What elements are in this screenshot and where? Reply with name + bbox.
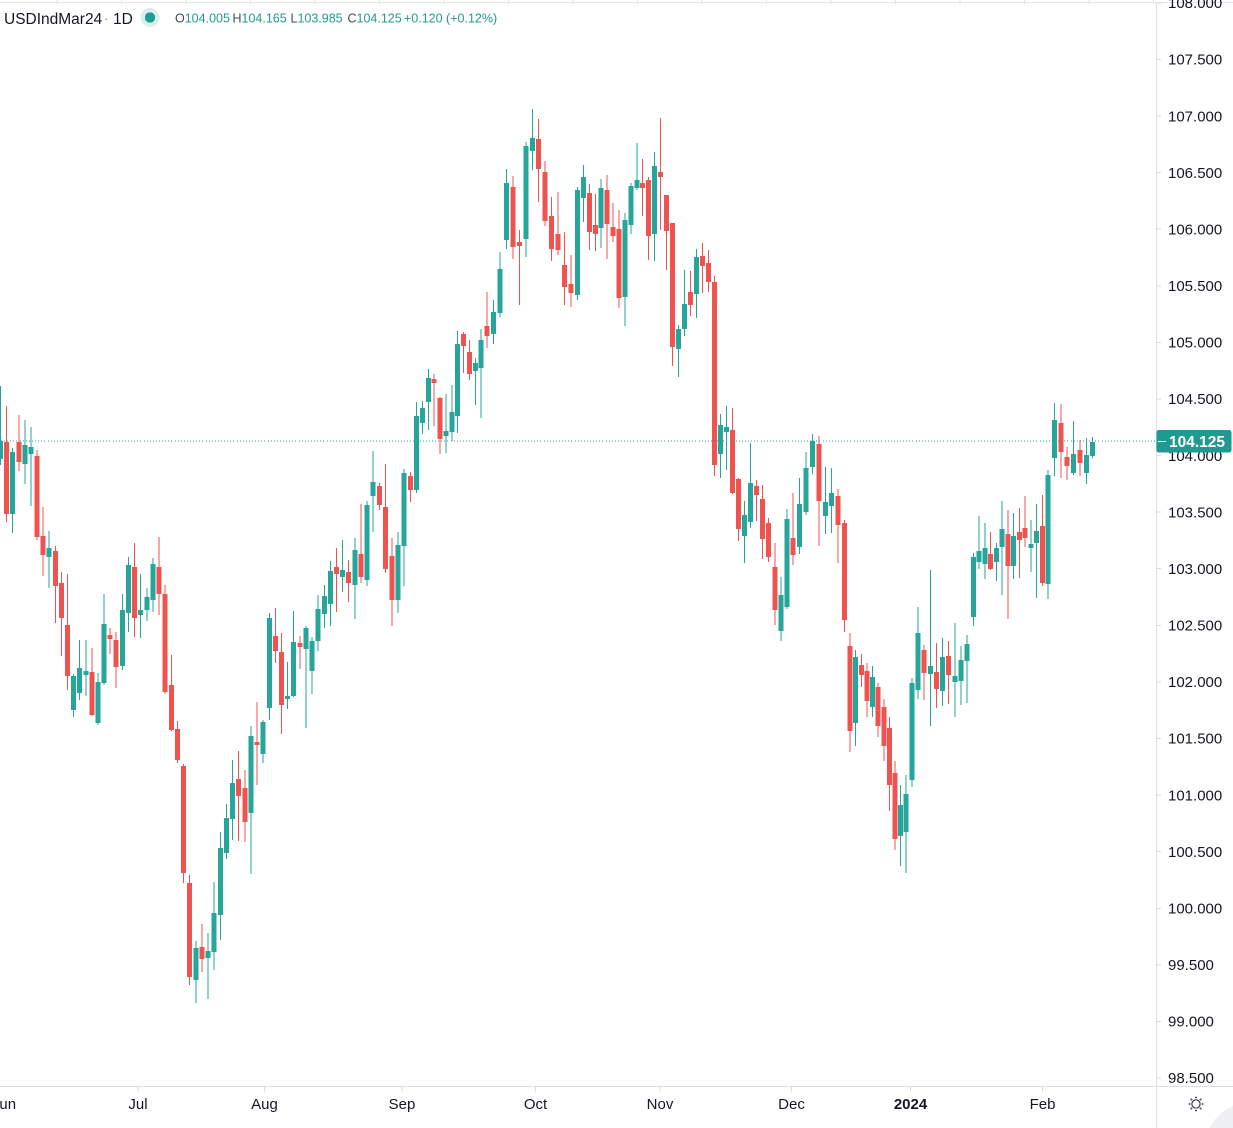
svg-text:104.500: 104.500 [1168,391,1222,408]
svg-text:1D: 1D [113,11,133,28]
svg-text:108.000: 108.000 [1168,0,1222,12]
svg-text:Dec: Dec [778,1096,805,1113]
svg-text:101.500: 101.500 [1168,731,1222,748]
svg-text:Sep: Sep [389,1096,416,1113]
svg-text:USDIndMar24: USDIndMar24 [4,11,103,28]
svg-text:100.500: 100.500 [1168,844,1222,861]
svg-text:H104.165: H104.165 [233,12,287,26]
svg-text:103.000: 103.000 [1168,561,1222,578]
svg-text:Feb: Feb [1030,1096,1056,1113]
svg-text:98.500: 98.500 [1168,1070,1214,1087]
svg-text:101.000: 101.000 [1168,787,1222,804]
svg-text:·: · [104,10,109,26]
svg-text:Jul: Jul [128,1096,147,1113]
svg-text:Oct: Oct [524,1096,548,1113]
svg-text:99.500: 99.500 [1168,957,1214,974]
svg-text:104.125: 104.125 [1169,434,1225,451]
svg-text:107.000: 107.000 [1168,108,1222,125]
svg-text:Aug: Aug [251,1096,278,1113]
svg-text:2024: 2024 [894,1096,928,1113]
svg-text:102.000: 102.000 [1168,674,1222,691]
svg-text:107.500: 107.500 [1168,52,1222,69]
svg-text:105.000: 105.000 [1168,335,1222,352]
svg-text:Nov: Nov [647,1096,674,1113]
svg-text:Jun: Jun [0,1096,16,1113]
svg-text:102.500: 102.500 [1168,618,1222,635]
svg-text:105.500: 105.500 [1168,278,1222,295]
svg-text:O104.005: O104.005 [175,12,230,26]
svg-text:L103.985: L103.985 [291,12,343,26]
svg-text:C104.125: C104.125 [348,12,402,26]
svg-text:100.000: 100.000 [1168,901,1222,918]
svg-text:+0.120 (+0.12%): +0.120 (+0.12%) [404,12,497,26]
svg-text:103.500: 103.500 [1168,504,1222,521]
svg-text:106.000: 106.000 [1168,221,1222,238]
svg-text:106.500: 106.500 [1168,165,1222,182]
svg-text:99.000: 99.000 [1168,1014,1214,1031]
